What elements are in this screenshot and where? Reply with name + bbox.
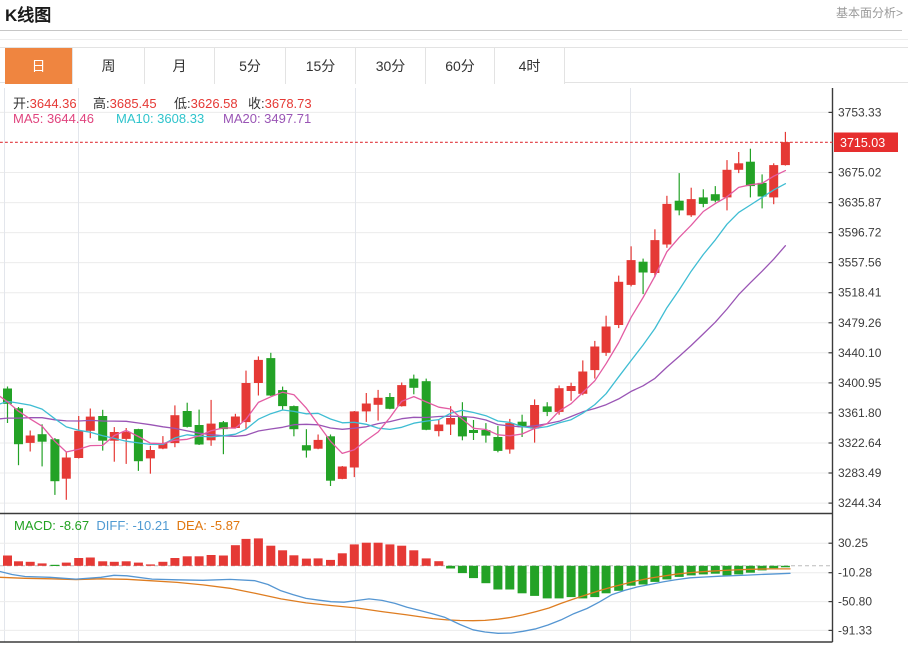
svg-text:3675.02: 3675.02 [838, 166, 882, 180]
svg-text:-50.80: -50.80 [838, 595, 872, 609]
svg-text:30.25: 30.25 [838, 536, 868, 550]
svg-text:3518.41: 3518.41 [838, 286, 882, 300]
svg-text:3244.34: 3244.34 [838, 496, 882, 510]
svg-text:3557.56: 3557.56 [838, 256, 882, 270]
svg-text:-91.33: -91.33 [838, 623, 872, 637]
svg-text:3322.64: 3322.64 [838, 436, 882, 450]
svg-text:3361.80: 3361.80 [838, 406, 882, 420]
svg-text:3440.10: 3440.10 [838, 346, 882, 360]
svg-text:-10.28: -10.28 [838, 566, 872, 580]
svg-text:3715.03: 3715.03 [840, 136, 885, 150]
svg-text:3635.87: 3635.87 [838, 196, 882, 210]
svg-text:3400.95: 3400.95 [838, 376, 882, 390]
svg-text:3283.49: 3283.49 [838, 466, 882, 480]
svg-text:3753.33: 3753.33 [838, 105, 882, 119]
svg-text:3479.26: 3479.26 [838, 316, 882, 330]
svg-text:3596.72: 3596.72 [838, 226, 882, 240]
